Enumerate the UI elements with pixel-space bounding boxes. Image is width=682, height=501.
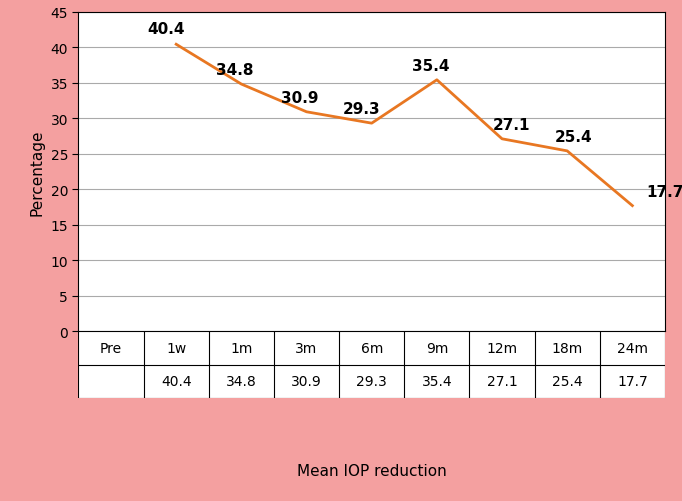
Text: 6m: 6m [361,341,383,355]
Text: 35.4: 35.4 [421,375,452,389]
Text: 25.4: 25.4 [555,130,593,144]
Text: 17.7: 17.7 [647,184,682,199]
Text: 24m: 24m [617,341,648,355]
Text: 27.1: 27.1 [493,117,531,132]
Text: 25.4: 25.4 [552,375,582,389]
Text: 34.8: 34.8 [226,375,256,389]
Text: 30.9: 30.9 [281,91,318,106]
Text: 35.4: 35.4 [412,59,449,74]
Text: 40.4: 40.4 [148,22,185,37]
Text: 1m: 1m [230,341,252,355]
Text: 27.1: 27.1 [487,375,518,389]
Text: Mean IOP reduction: Mean IOP reduction [297,463,447,478]
Text: 9m: 9m [426,341,448,355]
Text: 12m: 12m [486,341,518,355]
Text: 34.8: 34.8 [216,63,254,78]
Y-axis label: Percentage: Percentage [30,129,45,215]
Text: 29.3: 29.3 [356,375,387,389]
Text: 30.9: 30.9 [291,375,322,389]
Text: Pre: Pre [100,341,122,355]
Text: 29.3: 29.3 [343,102,381,117]
Text: 40.4: 40.4 [161,375,192,389]
Text: 18m: 18m [552,341,583,355]
Text: 1w: 1w [166,341,186,355]
Text: 17.7: 17.7 [617,375,648,389]
Text: 3m: 3m [295,341,318,355]
